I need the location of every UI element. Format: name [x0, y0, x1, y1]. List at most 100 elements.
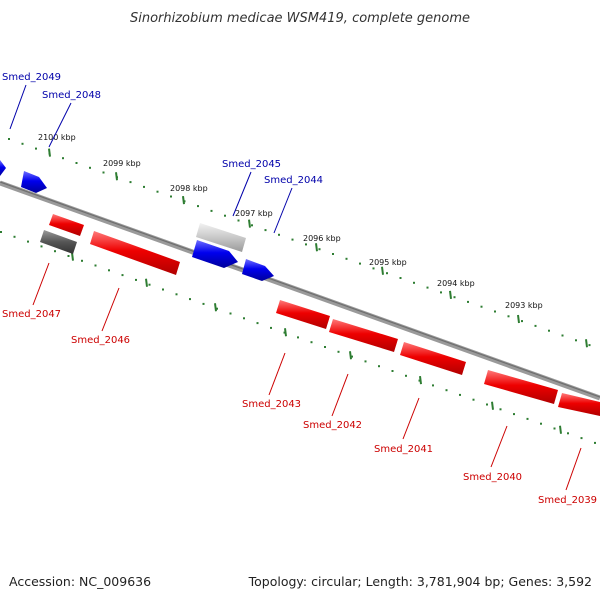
tick-dot — [405, 374, 407, 377]
tick-dot — [156, 190, 159, 193]
tick-dot — [283, 331, 286, 334]
gene-label-smed-2047[interactable]: Smed_2047 — [2, 309, 61, 320]
tick-dot — [189, 298, 191, 301]
gene-arrow-smed-2045[interactable] — [196, 223, 246, 252]
gene-label-smed-2041[interactable]: Smed_2041 — [374, 444, 433, 455]
tick-dot — [588, 344, 591, 347]
gene-arrow-smed-2040[interactable] — [484, 370, 558, 404]
gene-label-smed-2040[interactable]: Smed_2040 — [463, 472, 522, 483]
tick-dot — [251, 224, 253, 227]
tick-dot — [264, 229, 267, 232]
tick-dot — [561, 334, 564, 337]
gene-arrow-smed-2039[interactable] — [558, 393, 600, 416]
tick-major — [182, 195, 185, 205]
tick-dot — [40, 245, 43, 248]
gene-label-smed-2043[interactable]: Smed_2043 — [242, 399, 301, 410]
gene-arrow-smed-2044[interactable] — [192, 240, 238, 268]
accession-text: Accession: NC_009636 — [9, 574, 151, 589]
tick-dot — [270, 326, 272, 329]
tick-dot — [345, 257, 348, 260]
tick-dot — [0, 231, 2, 233]
tick-dot — [243, 317, 245, 320]
gene-label-smed-2046[interactable]: Smed_2046 — [71, 335, 130, 346]
tick-dot — [278, 233, 280, 236]
tick-major — [419, 375, 422, 385]
tick-dot — [459, 393, 461, 396]
tick-dot — [548, 329, 550, 332]
gene-arrow-smed-2047[interactable] — [40, 230, 77, 254]
tick-dot — [229, 312, 232, 315]
gene-label-smed-2048[interactable]: Smed_2048 — [42, 90, 101, 101]
tick-dot — [472, 398, 475, 401]
tick-dot — [480, 305, 483, 308]
tick-dot — [305, 243, 307, 246]
gene-label-smed-2042[interactable]: Smed_2042 — [303, 420, 362, 431]
tick-dot — [108, 269, 110, 272]
tick-dot — [494, 310, 496, 313]
tick-dot — [418, 379, 421, 382]
tick-dot — [175, 293, 178, 296]
tick-dot — [332, 253, 334, 255]
kbp-label-2097: 2097 kbp — [235, 209, 273, 218]
gene-label-smed-2049[interactable]: Smed_2049 — [2, 72, 61, 83]
tick-dot — [507, 315, 510, 318]
tick-dot — [237, 219, 240, 222]
kbp-label-2094: 2094 kbp — [437, 279, 475, 288]
tick-dot — [372, 267, 375, 270]
tick-dot — [210, 209, 213, 212]
gene-label-smed-2039[interactable]: Smed_2039 — [538, 495, 597, 506]
tick-dot — [310, 341, 313, 344]
gene-arrow-smed-2041[interactable] — [400, 342, 466, 375]
tick-dot — [62, 157, 64, 160]
tick-dot — [67, 255, 70, 257]
tick-dot — [521, 320, 523, 323]
tick-major — [449, 290, 452, 300]
tick-dot — [129, 181, 132, 184]
gene-label-smed-2045[interactable]: Smed_2045 — [222, 159, 281, 170]
tick-major — [517, 314, 520, 324]
tick-dot — [575, 339, 577, 342]
gene-arrows — [0, 160, 600, 416]
gene-arrow-smed-2043[interactable] — [276, 300, 330, 329]
gene-arrow-smed-2047-red[interactable] — [49, 214, 84, 236]
tick-dot — [81, 259, 83, 262]
gene-label-smed-2044[interactable]: Smed_2044 — [264, 175, 323, 186]
tick-major — [71, 252, 74, 261]
tick-dot — [337, 350, 340, 353]
tick-dot — [135, 278, 137, 281]
gene-arrow-smed-2044b[interactable] — [242, 259, 274, 281]
gene-leader-lines — [9, 84, 582, 491]
gene-arrow-smed-2046[interactable] — [90, 231, 180, 275]
tick-dot — [143, 185, 145, 188]
gene-arrow-smed-2048[interactable] — [21, 171, 47, 193]
tick-dot — [391, 370, 394, 372]
tick-major — [491, 401, 494, 410]
tick-dot — [364, 360, 367, 363]
genome-backbone — [0, 180, 600, 401]
genome-summary-text: Topology: circular; Length: 3,781,904 bp… — [248, 574, 592, 589]
kbp-label-2095: 2095 kbp — [369, 258, 407, 267]
tick-dot — [445, 389, 448, 392]
tick-dot — [75, 162, 78, 164]
tick-dot — [453, 296, 456, 299]
gene-arrow-partial[interactable] — [0, 160, 6, 176]
tick-major — [48, 148, 51, 157]
gene-labels: Smed_2049 Smed_2048 Smed_2047 Smed_2046 … — [2, 72, 597, 506]
tick-dot — [297, 336, 299, 339]
tick-dot — [359, 262, 361, 265]
tick-dot — [148, 283, 151, 286]
tick-major — [284, 328, 287, 337]
tick-dot — [526, 417, 529, 420]
tick-dot — [534, 324, 537, 327]
tick-dot — [197, 205, 199, 208]
tick-major — [115, 172, 118, 181]
gene-arrow-smed-2042[interactable] — [329, 319, 398, 352]
tick-dot — [399, 277, 402, 279]
tick-major — [381, 266, 384, 275]
tick-dot — [553, 427, 556, 430]
tick-dot — [162, 288, 164, 291]
tick-major — [248, 219, 251, 228]
tick-dot — [324, 346, 326, 348]
tick-major — [145, 278, 148, 287]
